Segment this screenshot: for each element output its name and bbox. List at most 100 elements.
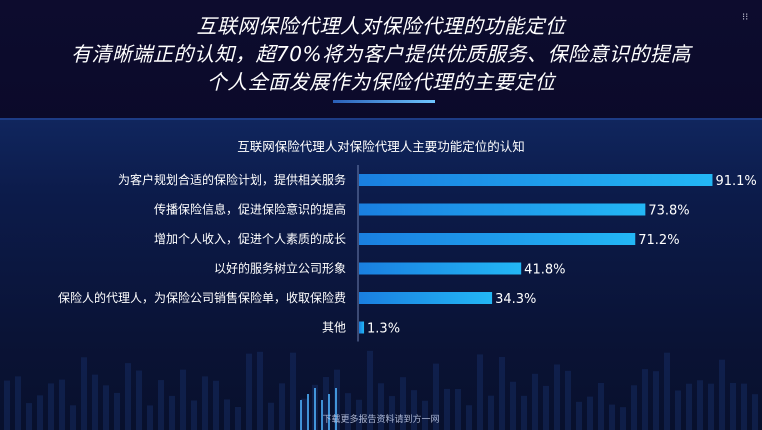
decorative-bar [70,405,76,430]
bar [359,262,522,275]
decorative-bar [125,363,131,430]
chart-title: 互联网保险代理人对保险代理人主要功能定位的认知 [237,139,525,154]
decorative-bar [191,400,197,430]
band-top-border [0,118,762,120]
decorative-bar [268,402,274,430]
bar-chart: 为客户规划合适的保险计划，提供相关服务 91.1% 传播保险信息，促进保险意识的提高… [58,165,757,342]
decorative-bar [510,381,516,430]
decorative-highlight-bar [307,394,309,430]
decorative-bar [15,376,21,430]
value-label: 34.3% [495,292,536,307]
decorative-bar [169,395,175,430]
corner-mark-icon: ⁝⁝ [742,12,749,23]
decorative-bar [37,395,43,430]
bar [359,321,365,334]
decorative-bar [664,352,670,430]
decorative-bar [400,377,406,430]
decorative-bar [642,369,648,430]
decorative-highlight-bar [321,400,323,430]
decorative-bar [235,406,241,430]
decorative-bar [158,380,164,430]
decorative-bar [389,396,395,430]
decorative-bar [114,392,120,430]
category-label: 保险人的代理人，为保险公司销售保险单，收取保险费 [58,290,346,305]
decorative-bar [224,399,230,430]
decorative-bar [730,382,736,430]
decorative-bar [609,404,615,430]
category-label: 其他 [322,321,346,335]
decorative-bar [521,395,527,430]
category-label: 传播保险信息，促进保险意识的提高 [154,202,346,217]
decorative-bars-background [4,350,758,430]
value-label: 73.8% [648,204,689,219]
decorative-bar [532,373,538,430]
decorative-bar [147,405,153,430]
decorative-bar [488,395,494,430]
decorative-bar [257,351,263,430]
decorative-bar [587,396,593,430]
decorative-bar [543,385,549,430]
decorative-bar [741,383,747,430]
decorative-bar [92,374,98,430]
decorative-bar [620,407,626,430]
decorative-bar [752,394,758,430]
decorative-bar [59,379,65,430]
category-label: 为客户规划合适的保险计划，提供相关服务 [118,172,346,187]
headline: 互联网保险代理人对保险代理的功能定位 有清晰端正的认知，超70%将为客户提供优质… [0,12,762,96]
decorative-bar [565,370,571,430]
footer-watermark: 下载更多报告资料请到方一网 [322,415,440,425]
decorative-bar [213,380,219,430]
decorative-bar [444,388,450,430]
decorative-bar [378,383,384,430]
decorative-bar [554,364,560,430]
decorative-bar [180,369,186,430]
decorative-bar [323,376,329,430]
decorative-bar [686,383,692,430]
decorative-bar [708,383,714,430]
decorative-bar [598,382,604,430]
decorative-bar [675,390,681,430]
bar [359,292,493,304]
headline-line-2: 有清晰端正的认知，超70%将为客户提供优质服务、保险意识的提高 [71,42,691,66]
decorative-bar [48,383,54,430]
decorative-bar [4,380,10,430]
value-label: 1.3% [367,322,400,337]
decorative-bar [26,403,32,430]
headline-underline [333,100,435,103]
decorative-highlight-bar [335,388,337,430]
decorative-bar [290,352,296,430]
decorative-bar [246,353,252,430]
decorative-bar [631,385,637,430]
decorative-bar [433,363,439,430]
decorative-bar [697,380,703,430]
decorative-bar [345,393,351,430]
decorative-bar [499,356,505,430]
decorative-bar [576,401,582,430]
category-label: 以好的服务树立公司形象 [214,261,346,276]
decorative-bar [136,370,142,430]
decorative-bar [301,398,307,430]
decorative-bar [356,399,362,430]
value-label: 41.8% [524,263,565,278]
decorative-bar [411,390,417,430]
decorative-bar [367,350,373,430]
decorative-bar [466,405,472,430]
decorative-bar [81,357,87,430]
bar [359,233,636,245]
headline-line-3: 个人全面发展作为保险代理的主要定位 [206,70,556,94]
headline-line-1: 互联网保险代理人对保险代理的功能定位 [196,14,566,38]
bar [359,174,713,186]
value-label: 91.1% [715,174,756,189]
decorative-highlight-bar [300,400,302,430]
bar [359,203,646,216]
value-label: 71.2% [638,233,679,248]
decorative-bar [202,376,208,430]
decorative-bar [279,383,285,430]
decorative-bar [455,388,461,430]
decorative-bar [422,400,428,430]
decorative-bar [653,371,659,430]
decorative-highlight-bar [314,388,316,430]
decorative-bar [477,354,483,430]
decorative-bar [719,359,725,430]
category-label: 增加个人收入，促进个人素质的成长 [154,231,346,246]
